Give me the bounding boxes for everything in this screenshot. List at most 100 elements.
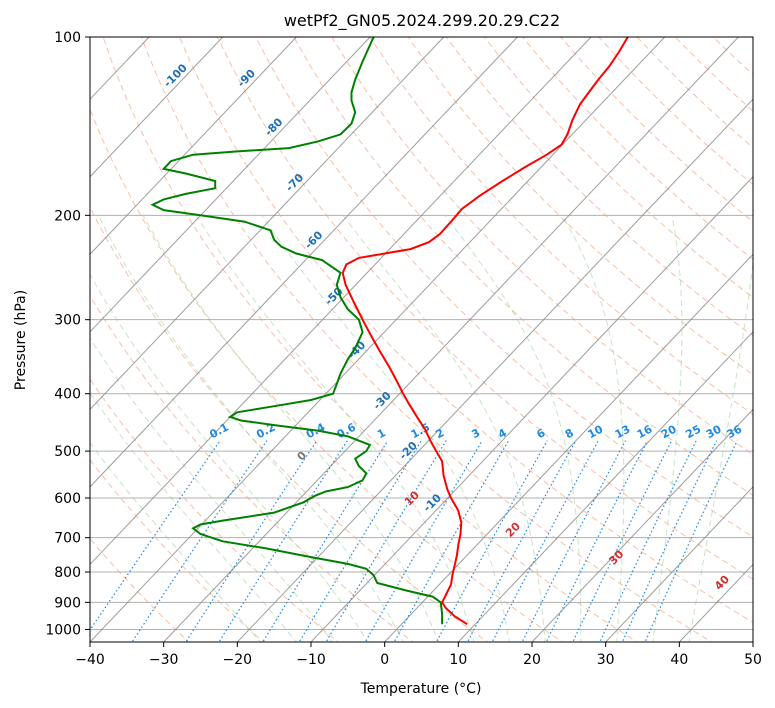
isotherm — [90, 37, 371, 333]
x-tick-label: 40 — [670, 652, 688, 668]
moist-adiabat — [688, 258, 753, 642]
adiabat-label: 20 — [503, 520, 523, 540]
y-tick-label: 400 — [54, 387, 81, 403]
mixing-ratio-line — [599, 440, 697, 642]
dry-adiabat — [90, 108, 564, 642]
mixing-ratio-line — [364, 440, 483, 642]
dry-adiabat — [598, 37, 753, 186]
mixing-ratio-label: 0.1 — [208, 421, 231, 442]
x-tick-label: −10 — [296, 652, 326, 668]
x-axis-label: Temperature (°C) — [360, 681, 482, 697]
dry-adiabat — [331, 37, 753, 456]
mixing-ratio-label: 4 — [496, 426, 509, 441]
inline-labels: 0.1 0.2 0.4 0.6 1 1.5 2 3 4 6 8 10 13 16 20 25 30 36-100-… — [161, 61, 744, 593]
isotherm-label: -60 — [302, 228, 325, 251]
dry-adiabat — [90, 294, 414, 642]
dry-adiabat — [293, 37, 753, 496]
background-lines — [90, 37, 753, 642]
isotherm — [90, 37, 592, 566]
y-tick-label: 1000 — [45, 622, 81, 638]
isotherm-label: -10 — [421, 491, 444, 514]
y-tick-label: 900 — [54, 595, 81, 611]
x-tick-label: 0 — [380, 652, 389, 668]
moist-adiabat — [652, 215, 683, 642]
mixing-ratio-line — [218, 440, 348, 642]
plot-frame — [89, 36, 754, 643]
mixing-ratio-lines — [90, 440, 738, 642]
isotherm — [90, 37, 518, 488]
isotherm — [605, 486, 753, 642]
mixing-ratio-label: 8 — [563, 426, 576, 441]
mixing-ratio-label: 3 — [469, 426, 482, 441]
mixing-ratio-label: 6 — [535, 426, 548, 441]
isotherm-label: -50 — [322, 285, 345, 308]
mixing-ratio-line — [393, 440, 510, 642]
mixing-ratio-label: 13 — [613, 423, 633, 442]
mixing-ratio-line — [491, 440, 599, 642]
dry-adiabat — [217, 37, 753, 580]
moist-adiabat — [97, 215, 404, 642]
x-tick-label: 20 — [523, 652, 541, 668]
isotherm-label: -20 — [397, 439, 420, 462]
dry-adiabat — [255, 37, 753, 538]
moist-adiabat — [142, 215, 440, 642]
y-tick-label: 500 — [54, 444, 81, 460]
mixing-ratio-line — [621, 440, 718, 642]
mixing-ratio-label: 36 — [725, 422, 745, 441]
dry-adiabat — [522, 37, 753, 260]
isotherm — [90, 37, 224, 178]
mixing-ratio-line — [185, 440, 318, 642]
x-tick-label: −40 — [75, 652, 105, 668]
x-tick-label: 50 — [744, 652, 762, 668]
moist-adiabat — [561, 215, 625, 642]
mixing-ratio-line — [644, 440, 738, 642]
dry-adiabat — [560, 37, 753, 223]
isotherm — [310, 176, 753, 642]
y-tick-label: 300 — [54, 313, 81, 329]
dry-adiabat — [90, 459, 265, 642]
y-axis: 1000 900 800 700 600 500 400 300 200 100 — [45, 30, 90, 638]
isotherm — [163, 37, 739, 642]
temperature-profile — [341, 37, 629, 626]
mixing-ratio-line — [435, 440, 548, 642]
isotherm — [531, 408, 753, 642]
moist-adiabat — [90, 336, 333, 642]
dry-adiabat — [102, 37, 638, 642]
isotherm — [90, 37, 445, 411]
y-tick-label: 100 — [54, 30, 81, 46]
sounding-series — [150, 37, 629, 626]
x-tick-label: 10 — [449, 652, 467, 668]
isotherm — [236, 98, 753, 642]
x-tick-label: −30 — [149, 652, 179, 668]
isotherm — [384, 253, 753, 642]
isotherm — [0, 37, 2, 642]
isotherm — [752, 641, 753, 642]
mixing-ratio-label: 20 — [659, 422, 679, 441]
isotherm-label: -70 — [283, 171, 306, 194]
mixing-ratio-line — [298, 440, 422, 642]
x-tick-label: −20 — [223, 652, 253, 668]
moist-adiabat — [195, 215, 475, 642]
mixing-ratio-label: 16 — [635, 422, 655, 441]
y-tick-label: 800 — [54, 565, 81, 581]
isotherm — [457, 331, 753, 642]
mixing-ratio-label: 2 — [433, 426, 446, 441]
moist-adiabat — [444, 214, 582, 642]
y-tick-label: 600 — [54, 491, 81, 507]
dry-adiabat — [484, 37, 753, 298]
mixing-ratio-line — [262, 440, 389, 642]
y-axis-label: Pressure (hPa) — [13, 290, 29, 390]
y-tick-label: 700 — [54, 531, 81, 547]
mixing-ratio-label: 1 — [375, 426, 388, 441]
moist-adiabat — [342, 215, 546, 642]
isotherm — [90, 37, 666, 642]
chart-title: wetPf2_GN05.2024.299.20.29.C22 — [284, 11, 560, 31]
mixing-ratio-label: 10 — [586, 422, 606, 441]
isotherm-label: -80 — [262, 115, 285, 138]
mixing-ratio-line — [131, 440, 268, 642]
dewpoint-profile — [150, 37, 444, 625]
dry-adiabat — [140, 37, 713, 642]
isotherm-label: -30 — [371, 389, 394, 412]
y-tick-label: 200 — [54, 208, 81, 224]
